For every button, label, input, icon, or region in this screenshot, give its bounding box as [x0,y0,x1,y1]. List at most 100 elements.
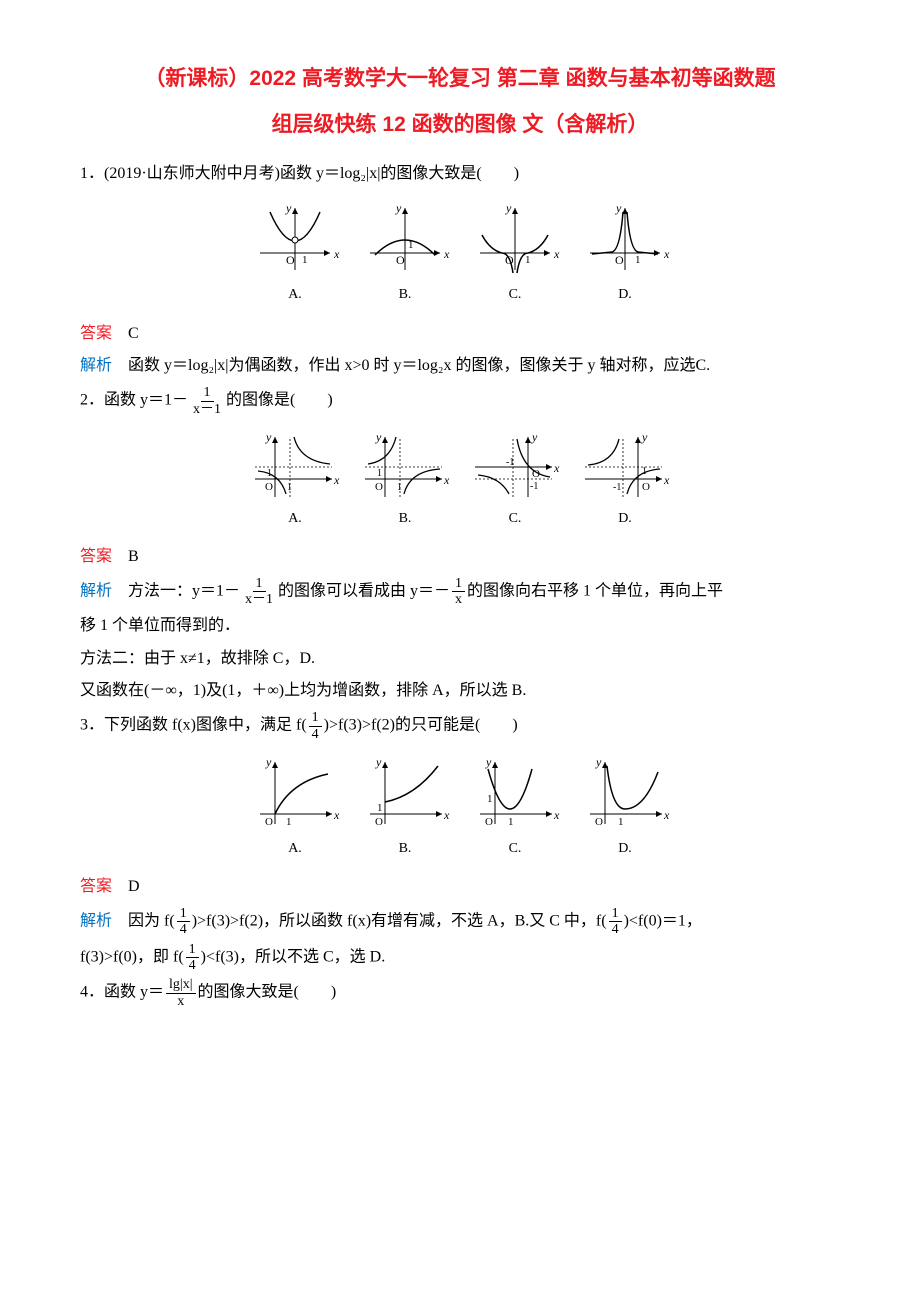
svg-text:1: 1 [525,254,531,266]
q3-a-line2-suffix: )<f(3)，所以不选 C，选 D. [201,948,386,965]
q3-frac: 14 [309,710,322,742]
doc-title: （新课标）2022 高考数学大一轮复习 第二章 函数与基本初等函数题 [80,60,840,98]
question-1: 1．(2019·山东师大附中月考)函数 y＝log₂|x|的图像大致是( ) x… [80,160,840,382]
q2-m2-line1: 方法二：由于 x≠1，故排除 C，D. [80,645,840,674]
analysis-label: 解析 [80,912,112,929]
svg-text:x: x [443,473,450,487]
q2-answer: 答案 B [80,543,840,572]
question-3: 3．下列函数 f(x)图像中，满足 f(14)>f(3)>f(2)的只可能是( … [80,710,840,973]
q3-a-frac1: 14 [177,906,190,938]
q2-graph-c: x y O -1 -1 C. [470,429,560,531]
q2-text: 2．函数 y＝1－1x－1的图像是( ) [80,385,840,417]
q2-prefix: 2．函数 y＝1－ [80,392,188,409]
q2-graph-d: x y O -1 1 D. [580,429,670,531]
q3-a-prefix: 因为 f( [112,912,175,929]
q3-graph-a: x y O 1 A. [250,754,340,861]
q2-label-a: A. [288,506,302,531]
q1-label-c: C. [509,282,522,307]
svg-text:y: y [595,755,602,769]
svg-text:y: y [375,430,382,444]
svg-text:y: y [265,755,272,769]
answer-label: 答案 [80,325,112,342]
q2-m1-frac1: 1x－1 [242,576,276,608]
q2-frac: 1x－1 [190,385,224,417]
svg-text:y: y [395,201,402,215]
svg-text:y: y [375,755,382,769]
q2-label-d: D. [618,506,632,531]
svg-text:O: O [642,481,650,493]
q3-answer: 答案 D [80,873,840,902]
q2-m1-frac2: 1x [452,576,465,608]
svg-text:O: O [265,481,273,493]
svg-text:-1: -1 [530,481,538,492]
svg-text:y: y [641,430,648,444]
svg-text:y: y [531,430,538,444]
svg-text:O: O [615,253,624,267]
q2-analysis-1: 解析 方法一：y＝1－1x－1的图像可以看成由 y＝－1x的图像向右平移 1 个… [80,576,840,608]
svg-text:O: O [286,253,295,267]
svg-text:x: x [333,247,340,261]
q4-text: 4．函数 y＝lg|x|x的图像大致是( ) [80,977,840,1009]
svg-text:O: O [396,253,405,267]
svg-text:x: x [443,808,450,822]
svg-text:x: x [553,461,560,475]
svg-text:O: O [265,816,273,828]
answer-label: 答案 [80,548,112,565]
q1-answer-val: C [112,325,139,342]
svg-text:1: 1 [377,468,382,479]
q1-graph-c: x y O 1 C. [470,200,560,307]
q2-label-c: C. [509,506,522,531]
q3-graph-c: x y O 1 1 C. [470,754,560,861]
q3-label-c: C. [509,836,522,861]
q2-m1-prefix: 方法一：y＝1－ [112,583,240,600]
q3-text: 3．下列函数 f(x)图像中，满足 f(14)>f(3)>f(2)的只可能是( … [80,710,840,742]
svg-text:y: y [505,201,512,215]
svg-text:x: x [553,247,560,261]
q4-suffix: 的图像大致是( ) [198,984,337,1001]
svg-text:O: O [375,481,383,493]
svg-text:1: 1 [287,482,292,493]
q2-m1-suffix: 的图像向右平移 1 个单位，再向上平 [467,583,723,600]
svg-text:O: O [595,816,603,828]
analysis-label: 解析 [80,583,112,600]
svg-text:-1: -1 [506,457,514,468]
svg-text:x: x [333,808,340,822]
svg-text:y: y [265,430,272,444]
question-4: 4．函数 y＝lg|x|x的图像大致是( ) [80,977,840,1009]
q1-answer: 答案 C [80,320,840,349]
svg-text:1: 1 [397,482,402,493]
q1-graph-b: x y O 1 B. [360,200,450,307]
q2-label-b: B. [399,506,412,531]
q2-m1-mid: 的图像可以看成由 y＝－ [278,583,450,600]
q3-label-a: A. [288,836,302,861]
svg-text:-1: -1 [613,482,621,493]
q1-graphs: x y O 1 A. x y O 1 B. [80,200,840,307]
svg-text:1: 1 [487,793,493,805]
svg-text:1: 1 [302,254,308,266]
q2-suffix: 的图像是( ) [226,392,333,409]
q1-text: 1．(2019·山东师大附中月考)函数 y＝log₂|x|的图像大致是( ) [80,160,840,189]
q2-graph-b: x y O 1 1 B. [360,429,450,531]
q1-label-d: D. [618,282,632,307]
svg-text:1: 1 [377,802,383,814]
q2-m1-line2: 移 1 个单位而得到的． [80,612,840,641]
svg-text:x: x [663,808,670,822]
q1-label-a: A. [288,282,302,307]
svg-text:x: x [663,247,670,261]
svg-text:O: O [375,816,383,828]
q1-analysis: 解析 函数 y＝log₂|x|为偶函数，作出 x>0 时 y＝log₂x 的图像… [80,352,840,381]
svg-text:x: x [663,473,670,487]
doc-subtitle: 组层级快练 12 函数的图像 文（含解析） [80,106,840,144]
q3-analysis-1: 解析 因为 f(14)>f(3)>f(2)，所以函数 f(x)有增有减，不选 A… [80,906,840,938]
q4-frac: lg|x|x [166,977,196,1009]
q3-a-frac2: 14 [609,906,622,938]
q1-graph-d: x y O 1 D. [580,200,670,307]
analysis-label: 解析 [80,357,112,374]
svg-text:1: 1 [635,254,641,266]
q3-prefix: 3．下列函数 f(x)图像中，满足 f( [80,717,307,734]
q3-a-mid1: )>f(3)>f(2)，所以函数 f(x)有增有减，不选 A，B.又 C 中，f… [192,912,607,929]
q2-graphs: x y O 1 1 A. x y O 1 [80,429,840,531]
svg-text:y: y [615,201,622,215]
q3-label-b: B. [399,836,412,861]
q3-a-suffix1: )<f(0)＝1， [624,912,702,929]
